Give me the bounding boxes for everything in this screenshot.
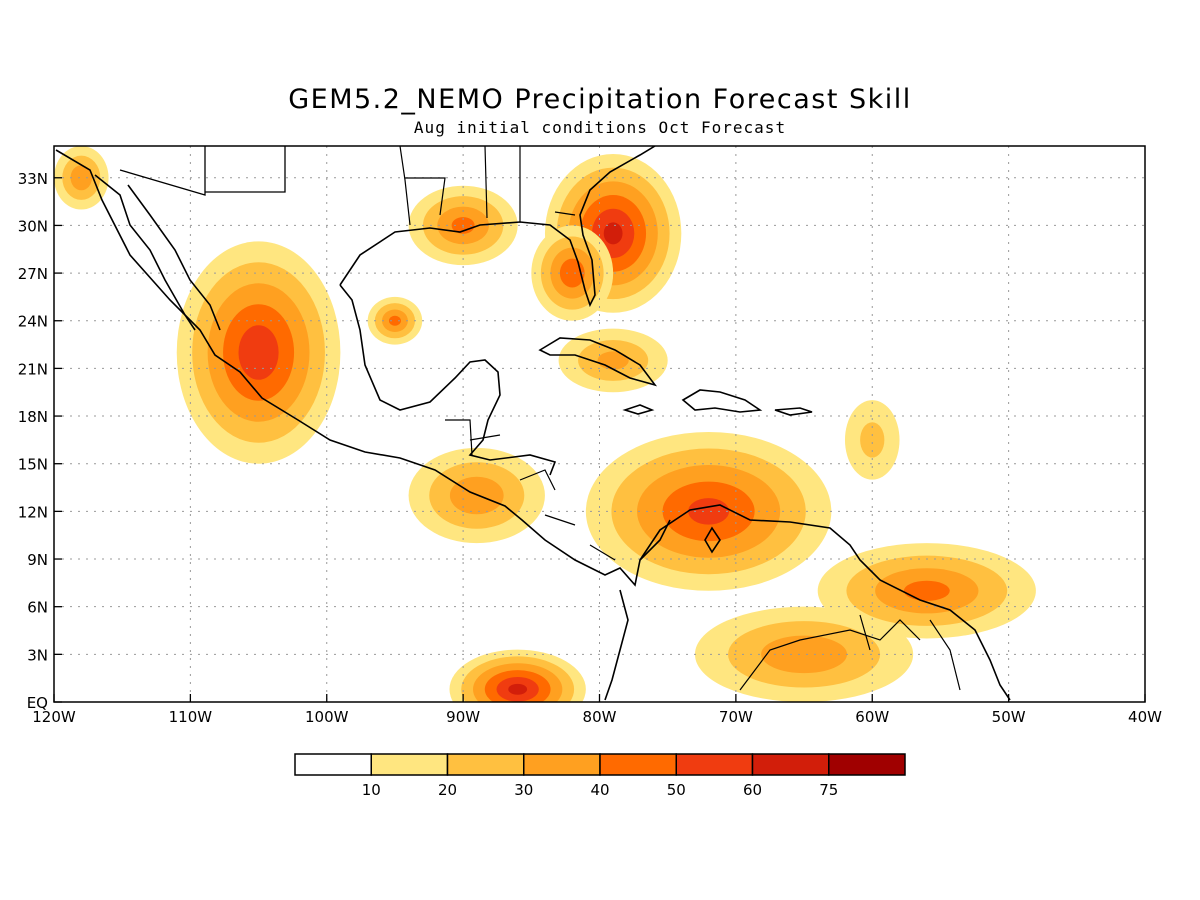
skill-contour-band [903,580,950,601]
skill-contour-band [603,222,623,245]
puerto-rico [774,407,813,416]
colorbar-swatch [828,753,906,776]
lat-tick-label: 18N [18,408,48,426]
gulf-of-california-east [127,184,221,331]
skill-region [54,146,109,210]
south-america-north-coast [639,504,1011,701]
central-america-borders [445,419,616,561]
mexico-pacific-coast [55,149,671,587]
lon-tick-label: 40W [1128,708,1162,726]
skill-region [367,296,423,345]
lon-tick-label: 60W [855,708,889,726]
skill-region [817,543,1036,639]
lat-tick-label: 24N [18,313,48,331]
skill-contour-band [388,315,401,326]
lon-tick-label: 100W [305,708,349,726]
hispaniola [681,389,763,413]
us-gulf-coast [339,146,656,308]
colorbar-swatch [675,753,754,776]
lon-tick-label: 80W [583,708,617,726]
skill-contour-band [761,635,848,674]
lat-tick-label: 9N [27,551,48,569]
skill-region [558,328,668,393]
cuba [538,337,658,387]
us-state-borders [399,146,576,226]
colorbar-label: 50 [667,781,686,799]
lat-tick-label: 21N [18,360,48,378]
skill-region [844,400,900,480]
lake-maracaibo [704,526,721,554]
skill-region [449,649,586,702]
colorbar-label: 20 [438,781,457,799]
skill-shading [54,146,1036,702]
lon-tick-label: 90W [446,708,480,726]
colorbar-swatch [751,753,830,776]
colorbar-swatch [370,753,449,776]
lon-tick-label: 70W [719,708,753,726]
colorbar-label: 40 [590,781,609,799]
lat-tick-label: 27N [18,265,48,283]
colorbar-label: 10 [362,781,381,799]
colorbar-label: 75 [819,781,838,799]
lon-tick-label: 50W [992,708,1026,726]
colorbar-label: 60 [743,781,762,799]
colorbar: 10 20 30 40 50 60 75 [294,753,906,799]
south-america-borders [739,614,961,691]
lat-tick-label: 3N [27,646,48,664]
colorbar-swatch [446,753,525,776]
skill-contour-band [508,683,528,695]
map-subtitle: Aug initial conditions Oct Forecast [413,118,787,137]
lat-tick-label: 12N [18,503,48,521]
skill-contour-band [70,165,93,191]
colorbar-swatch [523,753,601,776]
lon-tick-label: 110W [169,708,213,726]
map-title: GEM5.2_NEMO Precipitation Forecast Skill [288,84,912,115]
coastlines [55,146,1011,701]
jamaica [622,404,655,415]
mexico-gulf-coast [339,284,557,476]
axis-ticks: 120W 110W 100W 90W 80W 70W 60W 50W 40W EQ 3N 6N 9N 12… [18,170,1162,726]
skill-contour-band [238,325,279,380]
skill-region [176,241,341,464]
us-mexico-border [119,146,286,196]
skill-region [585,431,832,591]
lat-tick-label: 30N [18,217,48,235]
pacific-south-america [604,589,629,701]
colorbar-swatch [599,753,677,776]
lat-tick-label: EQ [27,694,48,712]
skill-contour-band [597,351,629,370]
baja-california [94,174,196,331]
colorbar-swatch [294,753,372,776]
skill-contour-band [860,422,885,458]
lat-tick-label: 33N [18,170,48,188]
lat-tick-label: 15N [18,456,48,474]
colorbar-label: 30 [514,781,533,799]
lat-tick-label: 6N [27,599,48,617]
gridlines [54,146,1145,702]
lon-tick-label: 120W [32,708,76,726]
